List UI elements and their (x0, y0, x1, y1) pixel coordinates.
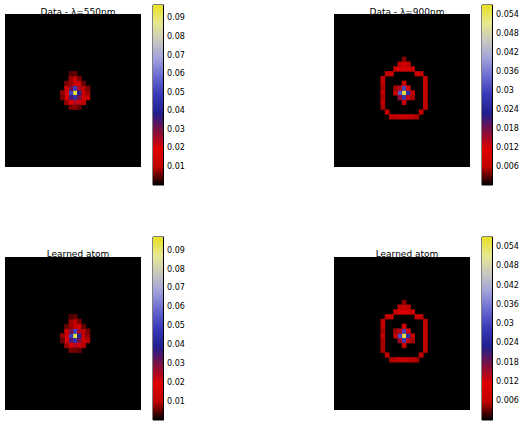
svg-text:0.01: 0.01 (167, 162, 185, 171)
svg-text:0.03: 0.03 (167, 359, 185, 368)
svg-text:0.05: 0.05 (167, 321, 185, 330)
svg-text:0.042: 0.042 (496, 48, 519, 57)
svg-text:0.05: 0.05 (167, 88, 185, 97)
svg-text:0.03: 0.03 (167, 125, 185, 134)
svg-text:0.018: 0.018 (496, 358, 519, 367)
svg-text:0.06: 0.06 (167, 69, 185, 78)
svg-text:0.01: 0.01 (167, 397, 185, 406)
svg-text:0.054: 0.054 (496, 242, 519, 251)
svg-text:0.09: 0.09 (167, 13, 185, 22)
svg-text:0.024: 0.024 (496, 105, 519, 114)
svg-text:Data - λ=900nm: Data - λ=900nm (370, 7, 445, 17)
svg-text:0.006: 0.006 (496, 396, 519, 405)
svg-text:0.04: 0.04 (167, 106, 185, 115)
svg-text:0.09: 0.09 (167, 246, 185, 255)
svg-text:0.02: 0.02 (167, 143, 185, 152)
svg-text:Learned atom: Learned atom (376, 249, 439, 259)
svg-text:0.024: 0.024 (496, 338, 519, 347)
svg-text:0.006: 0.006 (496, 162, 519, 171)
svg-text:0.02: 0.02 (167, 378, 185, 387)
svg-text:0.03: 0.03 (496, 86, 514, 95)
svg-text:0.08: 0.08 (167, 265, 185, 274)
svg-text:0.036: 0.036 (496, 67, 519, 76)
svg-text:0.012: 0.012 (496, 377, 519, 386)
svg-text:0.036: 0.036 (496, 300, 519, 309)
svg-text:0.048: 0.048 (496, 29, 519, 38)
svg-text:0.07: 0.07 (167, 283, 185, 292)
svg-text:0.07: 0.07 (167, 51, 185, 60)
svg-text:0.03: 0.03 (496, 319, 514, 328)
svg-text:0.054: 0.054 (496, 10, 519, 19)
svg-text:0.04: 0.04 (167, 340, 185, 349)
svg-text:0.06: 0.06 (167, 302, 185, 311)
svg-text:Data - λ=550nm: Data - λ=550nm (41, 7, 116, 17)
svg-text:0.048: 0.048 (496, 261, 519, 270)
svg-text:0.042: 0.042 (496, 281, 519, 290)
svg-text:0.012: 0.012 (496, 143, 519, 152)
svg-text:0.08: 0.08 (167, 32, 185, 41)
svg-text:0.018: 0.018 (496, 124, 519, 133)
svg-text:Learned atom: Learned atom (47, 249, 110, 259)
